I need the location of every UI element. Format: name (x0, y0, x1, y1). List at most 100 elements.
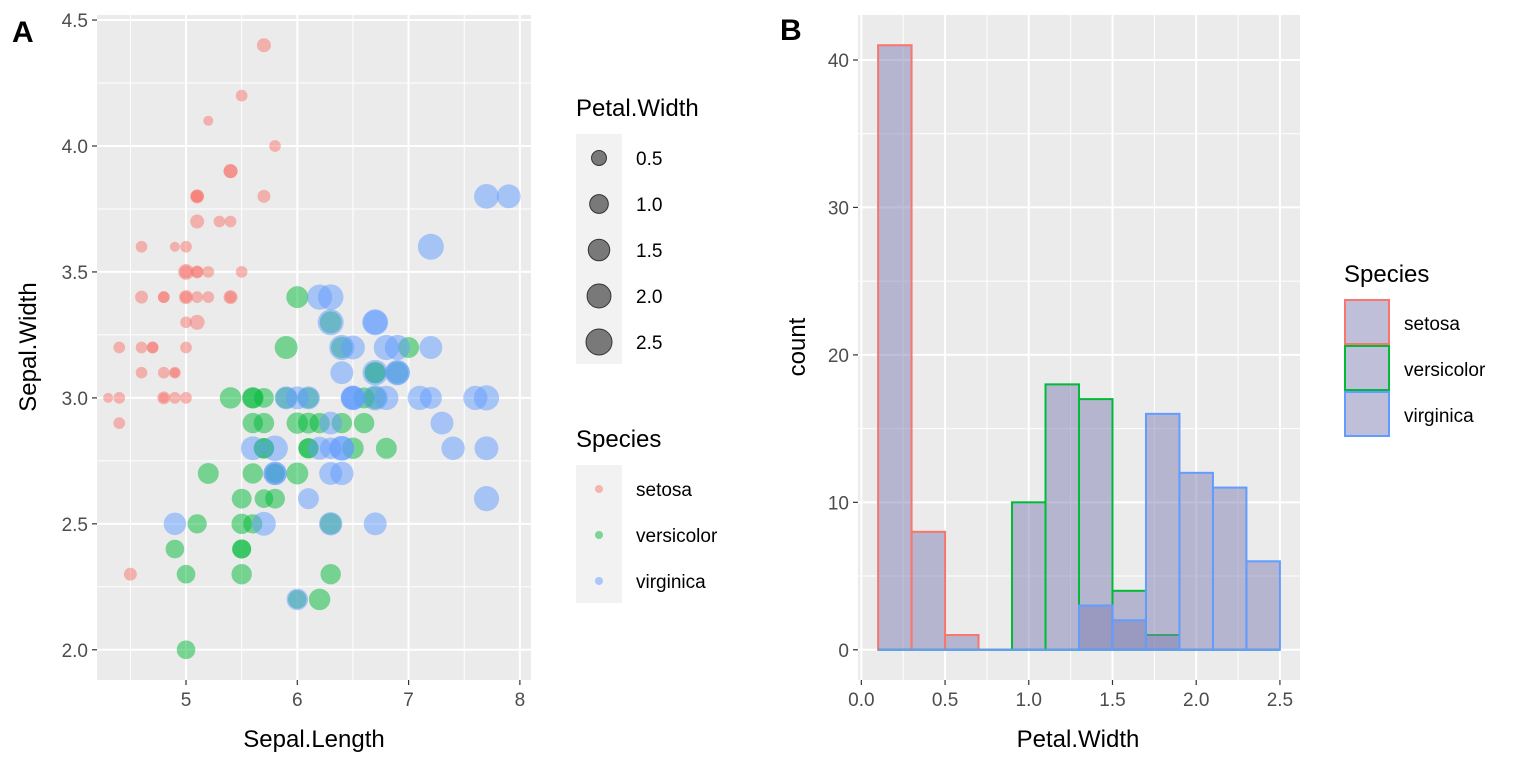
scatter-point-setosa (113, 392, 126, 404)
scatter-point-setosa (135, 341, 148, 354)
size-legend-key (587, 238, 611, 262)
scatter-plot-area (97, 15, 531, 680)
scatter-point-setosa (169, 366, 181, 379)
scatter-point-virginica (330, 361, 354, 385)
scatter-point-versicolor (231, 488, 252, 509)
scatter-point-versicolor (320, 563, 341, 585)
y-tick-label: 10 (828, 493, 849, 514)
scatter-point-setosa (180, 316, 192, 329)
x-tick-label: 2.5 (1267, 690, 1293, 711)
histogram-bar-virginica (1078, 604, 1114, 651)
histogram-legend-key-virginica (1344, 391, 1390, 437)
scatter-point-virginica (362, 385, 388, 411)
scatter-point-setosa (103, 392, 114, 403)
histogram-bar-setosa (877, 44, 913, 651)
scatter-point-setosa (202, 266, 215, 278)
histogram-legend-label: versicolor (1404, 360, 1486, 381)
scatter-point-versicolor (187, 514, 207, 534)
y-tick-label: 4.0 (62, 137, 88, 158)
scatter-point-setosa (157, 366, 170, 379)
scatter-point-virginica (384, 360, 411, 386)
scatter-point-virginica (306, 284, 333, 310)
scatter-point-versicolor (308, 588, 331, 611)
x-tick-label: 0.5 (932, 690, 958, 711)
scatter-point-setosa (189, 314, 205, 330)
scatter-point-setosa (135, 366, 148, 379)
scatter-point-setosa (223, 164, 238, 179)
scatter-point-virginica (473, 486, 500, 512)
species-legend-key-setosa (595, 485, 603, 493)
scatter-point-setosa (113, 417, 126, 429)
scatter-point-setosa (257, 189, 271, 203)
scatter-point-virginica (262, 435, 288, 462)
histogram-bar-virginica (1245, 560, 1281, 651)
species-legend-label: versicolor (636, 526, 718, 547)
scatter-point-setosa (146, 341, 159, 354)
scatter-point-setosa (224, 215, 237, 228)
scatter-point-versicolor (176, 640, 196, 660)
scatter-point-versicolor (231, 513, 252, 535)
scatter-point-setosa (180, 240, 192, 253)
scatter-point-virginica (430, 411, 454, 435)
y-tick-label: 20 (828, 346, 849, 367)
histogram-bar-virginica (1144, 412, 1181, 651)
scatter-point-setosa (113, 341, 126, 354)
size-legend-label: 1.5 (636, 241, 662, 262)
histogram-x-axis-title: Petal.Width (1017, 726, 1140, 753)
scatter-point-virginica (363, 512, 387, 536)
x-tick-label: 5 (181, 690, 192, 711)
scatter-point-setosa (179, 290, 194, 305)
scatter-point-virginica (417, 233, 444, 260)
scatter-point-setosa (256, 38, 271, 53)
panel-b-histogram: B 0.0 0.5 1.0 1.5 2.0 2.5 0 10 20 30 40 Petal.Wid… (780, 14, 1300, 753)
y-tick-label: 30 (828, 198, 849, 219)
scatter-point-virginica (362, 359, 389, 386)
size-legend-label: 2.0 (636, 287, 662, 308)
scatter-point-versicolor (353, 412, 375, 434)
size-legend: 0.5 1.0 1.5 2.0 2.5 (585, 149, 662, 356)
histogram-bar-virginica (1111, 619, 1147, 651)
species-legend-label: setosa (636, 480, 692, 501)
scatter-point-setosa (180, 392, 192, 404)
scatter-point-versicolor (274, 336, 298, 359)
scatter-point-setosa (178, 264, 194, 280)
size-legend-key (591, 150, 607, 166)
scatter-point-virginica (240, 436, 265, 461)
scatter-point-setosa (235, 89, 248, 102)
size-legend-label: 1.0 (636, 195, 662, 216)
size-legend-key (585, 328, 613, 356)
scatter-point-setosa (123, 567, 137, 581)
scatter-point-virginica (319, 461, 343, 485)
scatter-point-virginica (319, 437, 342, 460)
scatter-point-versicolor (265, 488, 285, 509)
size-legend-key (586, 283, 612, 309)
histogram-legend-label: virginica (1404, 406, 1474, 427)
scatter-point-virginica (274, 386, 298, 410)
species-legend-key-versicolor (595, 531, 603, 539)
scatter-y-axis-title: Sepal.Width (15, 282, 42, 411)
scatter-point-setosa (190, 214, 205, 229)
histogram-legend-label: setosa (1404, 314, 1460, 335)
scatter-point-versicolor (375, 437, 397, 459)
species-legend-b: setosa versicolor virginica (1344, 299, 1486, 437)
histogram-legend-key-setosa (1344, 299, 1390, 345)
y-tick-label: 0 (838, 641, 849, 662)
x-tick-label: 1.0 (1016, 690, 1042, 711)
histogram-y-ticks: 0 10 20 30 40 (828, 51, 858, 662)
scatter-point-versicolor (176, 564, 196, 584)
scatter-point-virginica (263, 461, 287, 486)
scatter-point-virginica (163, 512, 187, 536)
scatter-point-versicolor (232, 539, 251, 559)
histogram-bar-virginica (1211, 486, 1248, 651)
scatter-point-virginica (286, 588, 309, 611)
histogram-bar-setosa (944, 634, 980, 651)
scatter-gridlines (97, 15, 531, 680)
scatter-point-virginica (473, 385, 500, 411)
scatter-point-versicolor (219, 387, 242, 409)
scatter-point-virginica (419, 386, 442, 409)
scatter-y-ticks: 2.0 2.5 3.0 3.5 4.0 4.5 (62, 11, 97, 662)
scatter-point-virginica (329, 334, 355, 361)
scatter-point-versicolor (286, 286, 309, 309)
panel-a-label: A (12, 16, 34, 49)
